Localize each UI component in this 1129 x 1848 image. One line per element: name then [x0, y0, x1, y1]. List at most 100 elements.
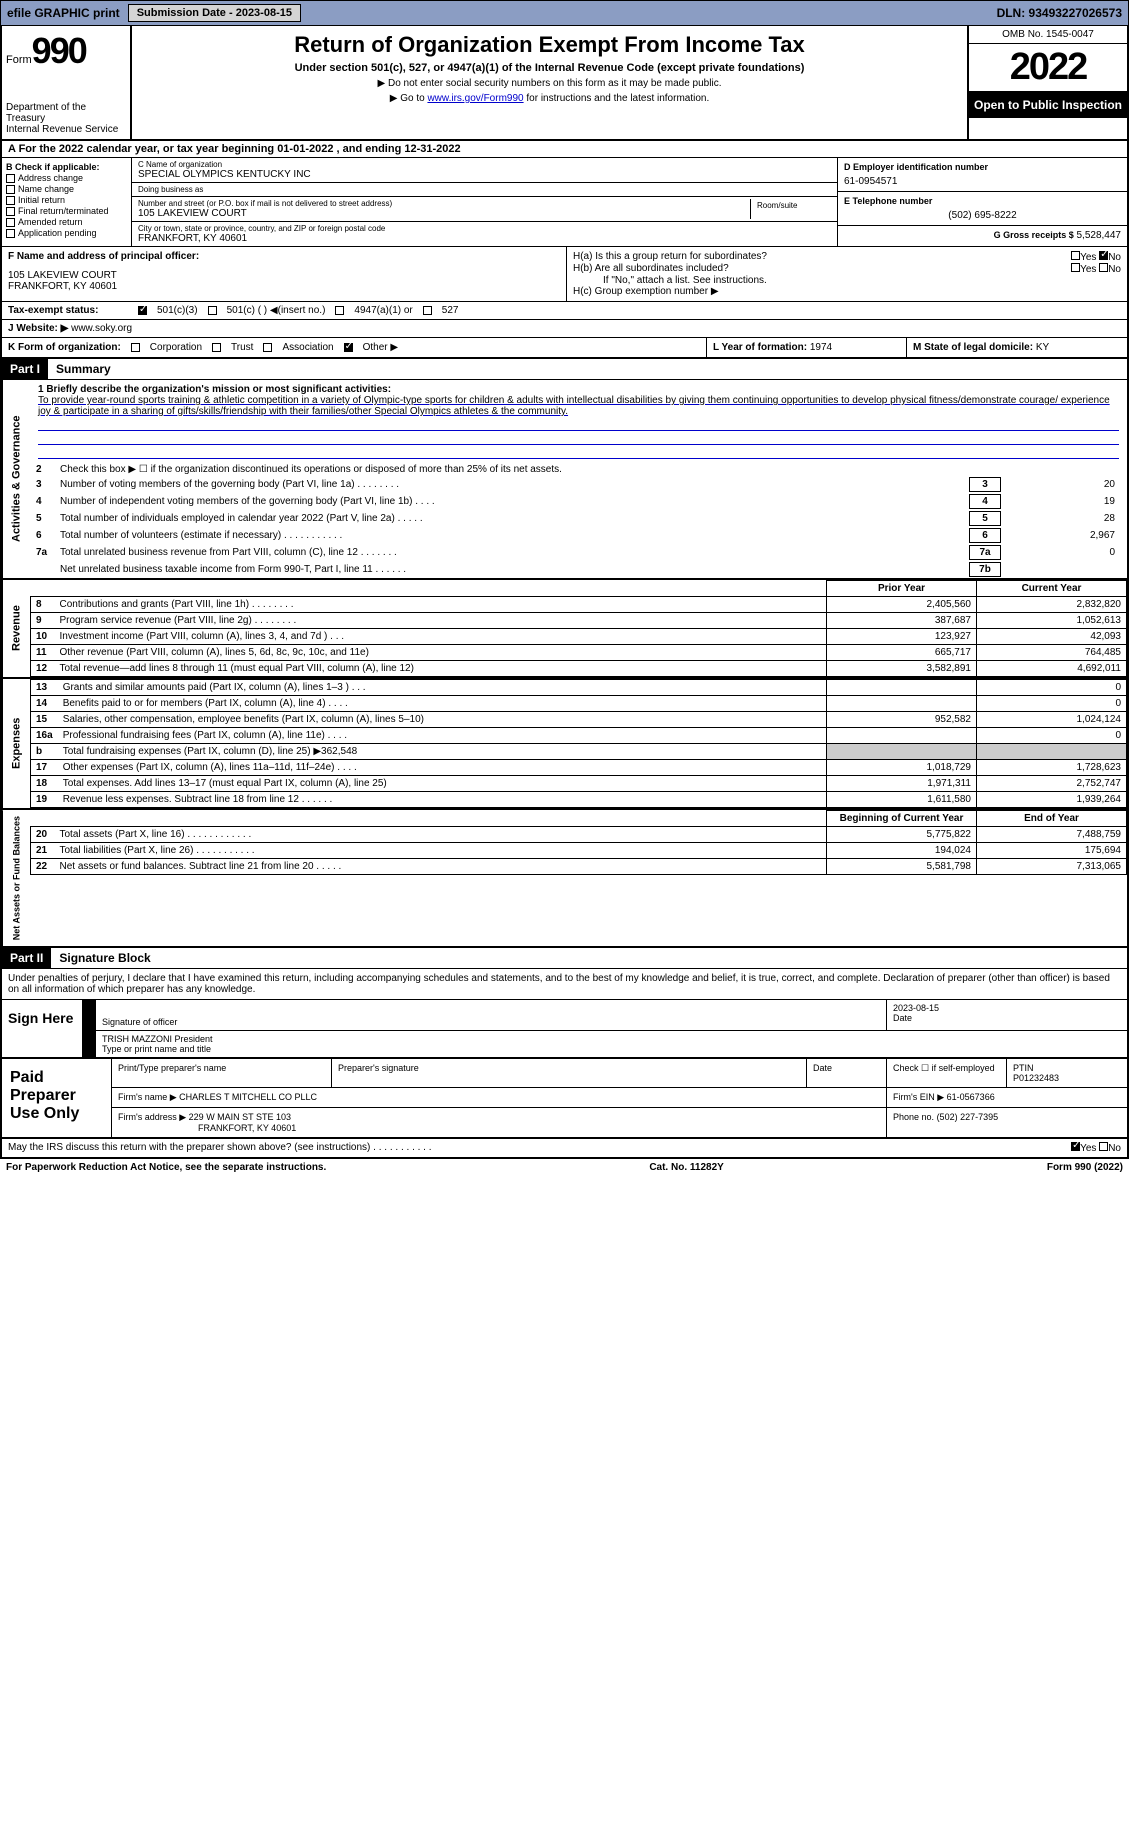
officer-name-label: Type or print name and title [102, 1044, 1121, 1054]
hb-label: H(b) Are all subordinates included? [573, 263, 729, 275]
part1-header: Part I [2, 359, 48, 379]
name-change-checkbox[interactable] [6, 185, 15, 194]
preparer-name-label: Print/Type preparer's name [112, 1059, 332, 1087]
501c-checkbox[interactable] [208, 306, 217, 315]
expenses-tab: Expenses [2, 679, 30, 808]
sign-here-label: Sign Here [2, 1000, 82, 1057]
officer-group-row: F Name and address of principal officer:… [0, 247, 1129, 302]
org-name-label: C Name of organization [138, 160, 831, 169]
top-bar: efile GRAPHIC print Submission Date - 20… [0, 0, 1129, 26]
ptin-label: PTIN [1013, 1063, 1121, 1073]
omb-number: OMB No. 1545-0047 [969, 26, 1127, 44]
dln-label: DLN: 93493227026573 [997, 6, 1122, 20]
dba-label: Doing business as [138, 185, 831, 194]
hb-yes-checkbox[interactable] [1071, 263, 1080, 272]
sig-date: 2023-08-15 [893, 1003, 1121, 1013]
table-row: 20Total assets (Part X, line 16) . . . .… [31, 827, 1127, 843]
ein-value: 61-0954571 [844, 176, 1121, 187]
assoc-checkbox[interactable] [263, 343, 272, 352]
page-footer: For Paperwork Reduction Act Notice, see … [0, 1159, 1129, 1176]
4947-checkbox[interactable] [335, 306, 344, 315]
summary-line: 4Number of independent voting members of… [30, 493, 1127, 510]
te-label: Tax-exempt status: [8, 305, 128, 316]
discuss-yes-checkbox[interactable] [1071, 1142, 1080, 1151]
table-row: 15Salaries, other compensation, employee… [31, 712, 1127, 728]
table-row: 13Grants and similar amounts paid (Part … [31, 680, 1127, 696]
corp-checkbox[interactable] [131, 343, 140, 352]
final-return-checkbox[interactable] [6, 207, 15, 216]
governance-section: Activities & Governance 1 Briefly descri… [0, 380, 1129, 580]
trust-checkbox[interactable] [212, 343, 221, 352]
form-number: 990 [32, 30, 86, 72]
ha-yes-checkbox[interactable] [1071, 251, 1080, 260]
application-pending-checkbox[interactable] [6, 229, 15, 238]
discuss-text: May the IRS discuss this return with the… [8, 1142, 1071, 1154]
korg-row: K Form of organization: Corporation Trus… [0, 338, 1129, 359]
firm-name: CHARLES T MITCHELL CO PLLC [179, 1092, 317, 1102]
mission-text: To provide year-round sports training & … [38, 395, 1119, 417]
check-b-label: B Check if applicable: [6, 162, 127, 172]
sign-here-block: Sign Here Signature of officer 2023-08-1… [0, 1000, 1129, 1059]
website-row: J Website: ▶ www.soky.org [0, 320, 1129, 338]
submission-date-button[interactable]: Submission Date - 2023-08-15 [128, 4, 301, 22]
paid-preparer-label: Paid Preparer Use Only [2, 1059, 112, 1137]
table-row: 19Revenue less expenses. Subtract line 1… [31, 792, 1127, 808]
ha-no-checkbox[interactable] [1099, 251, 1108, 260]
tax-year: 2022 [969, 44, 1127, 92]
other-checkbox[interactable] [344, 343, 353, 352]
table-row: 8Contributions and grants (Part VIII, li… [31, 597, 1127, 613]
ha-label: H(a) Is this a group return for subordin… [573, 251, 767, 263]
period-row: A For the 2022 calendar year, or tax yea… [0, 141, 1129, 158]
begin-year-header: Beginning of Current Year [827, 811, 977, 827]
officer-label: F Name and address of principal officer: [8, 251, 560, 262]
initial-return-checkbox[interactable] [6, 196, 15, 205]
table-row: 17Other expenses (Part IX, column (A), l… [31, 760, 1127, 776]
phone-label: E Telephone number [844, 196, 1121, 206]
summary-line: 2Check this box ▶ ☐ if the organization … [30, 463, 1127, 476]
part2-header: Part II [2, 948, 51, 968]
501c3-checkbox[interactable] [138, 306, 147, 315]
hb-no-checkbox[interactable] [1099, 263, 1108, 272]
netassets-tab: Net Assets or Fund Balances [2, 810, 30, 946]
amended-return-checkbox[interactable] [6, 218, 15, 227]
current-year-header: Current Year [977, 581, 1127, 597]
arrow-icon [82, 1000, 96, 1030]
revenue-section: Revenue Prior YearCurrent Year 8Contribu… [0, 580, 1129, 679]
tax-exempt-row: Tax-exempt status: 501(c)(3) 501(c) ( ) … [0, 302, 1129, 320]
ptin-value: P01232483 [1013, 1073, 1121, 1083]
year-formation: 1974 [810, 342, 832, 353]
part1-title: Summary [48, 359, 119, 379]
netassets-section: Net Assets or Fund Balances Beginning of… [0, 810, 1129, 948]
table-row: 10Investment income (Part VIII, column (… [31, 629, 1127, 645]
officer-addr2: FRANKFORT, KY 40601 [8, 281, 560, 292]
self-employed-label: Check ☐ if self-employed [887, 1059, 1007, 1087]
arrow-icon [82, 1031, 96, 1057]
form-subtitle: Under section 501(c), 527, or 4947(a)(1)… [138, 62, 961, 74]
irs-link[interactable]: www.irs.gov/Form990 [427, 93, 523, 104]
sig-date-label: Date [893, 1013, 1121, 1023]
firm-addr1: 229 W MAIN ST STE 103 [189, 1112, 291, 1122]
governance-tab: Activities & Governance [2, 380, 30, 578]
discuss-no-checkbox[interactable] [1099, 1142, 1108, 1151]
sig-officer-label: Signature of officer [102, 1017, 880, 1027]
end-year-header: End of Year [977, 811, 1127, 827]
paid-preparer-block: Paid Preparer Use Only Print/Type prepar… [0, 1059, 1129, 1139]
hb-note: If "No," attach a list. See instructions… [573, 275, 1121, 286]
ein-label: D Employer identification number [844, 162, 1121, 172]
summary-line: 3Number of voting members of the governi… [30, 476, 1127, 493]
room-label: Room/suite [757, 201, 825, 210]
expenses-section: Expenses 13Grants and similar amounts pa… [0, 679, 1129, 810]
address-change-checkbox[interactable] [6, 174, 15, 183]
revenue-tab: Revenue [2, 580, 30, 677]
identification-block: B Check if applicable: Address change Na… [0, 158, 1129, 247]
table-row: 12Total revenue—add lines 8 through 11 (… [31, 661, 1127, 677]
527-checkbox[interactable] [423, 306, 432, 315]
gross-label: G Gross receipts $ [994, 230, 1074, 240]
table-row: 21Total liabilities (Part X, line 26) . … [31, 843, 1127, 859]
instructions-note: ▶ Go to www.irs.gov/Form990 for instruct… [138, 93, 961, 104]
state-domicile: KY [1036, 342, 1049, 353]
cat-number: Cat. No. 11282Y [649, 1162, 723, 1173]
street-label: Number and street (or P.O. box if mail i… [138, 199, 750, 208]
summary-line: 7aTotal unrelated business revenue from … [30, 544, 1127, 561]
table-row: 11Other revenue (Part VIII, column (A), … [31, 645, 1127, 661]
